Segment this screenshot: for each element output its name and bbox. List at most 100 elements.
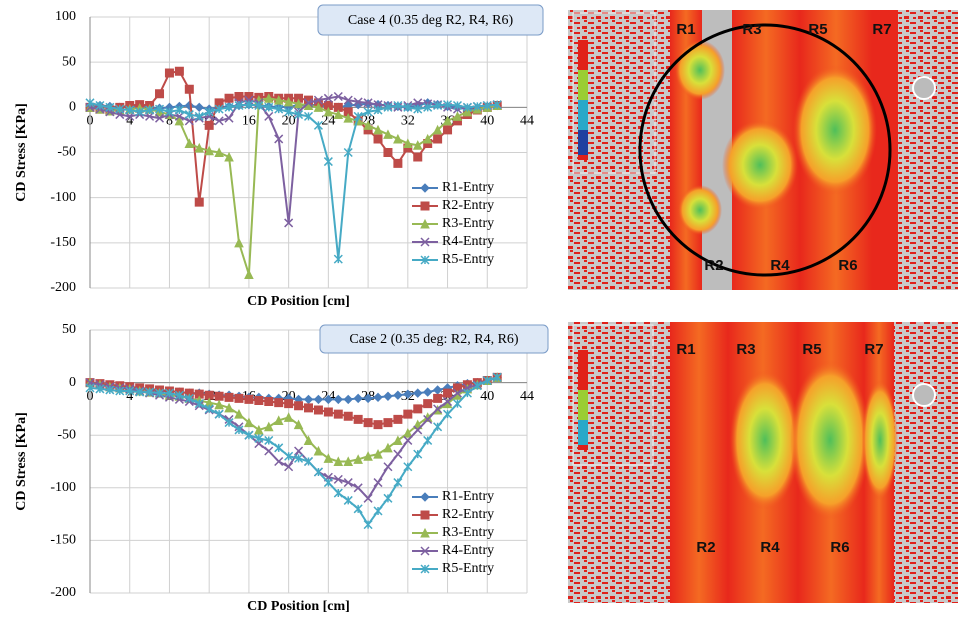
marker xyxy=(194,142,205,153)
marker xyxy=(373,420,383,430)
region-label: R1 xyxy=(676,341,695,358)
marker xyxy=(433,134,443,144)
marker xyxy=(214,116,224,126)
legend-label: R5-Entry xyxy=(442,252,494,267)
x-tick-label: 4 xyxy=(126,389,133,404)
marker xyxy=(373,124,383,135)
y-tick-label: 0 xyxy=(69,375,76,390)
marker xyxy=(420,201,430,211)
marker xyxy=(274,134,284,144)
marker xyxy=(482,100,492,111)
marker xyxy=(422,387,433,397)
marker xyxy=(244,269,254,279)
marker xyxy=(224,151,234,162)
marker xyxy=(420,564,430,574)
y-axis-label: CD Stress [KPa] xyxy=(14,412,29,511)
marker xyxy=(353,454,363,464)
y-tick-label: -200 xyxy=(50,280,76,295)
marker xyxy=(452,399,463,409)
marker xyxy=(284,218,294,228)
marker xyxy=(353,99,363,110)
marker xyxy=(274,456,284,467)
marker xyxy=(353,393,363,404)
marker xyxy=(363,451,373,461)
marker xyxy=(442,115,453,126)
marker xyxy=(234,393,244,403)
legend-label: R2-Entry xyxy=(442,507,494,522)
legend-label: R1-Entry xyxy=(442,180,494,195)
marker xyxy=(333,102,343,112)
marker xyxy=(313,394,324,405)
y-tick-label: 50 xyxy=(62,322,76,337)
marker xyxy=(472,101,482,111)
marker xyxy=(363,520,373,530)
marker xyxy=(333,456,344,466)
marker xyxy=(420,255,430,265)
marker xyxy=(174,115,185,126)
marker xyxy=(413,404,423,414)
marker xyxy=(412,140,423,150)
y-axis-label: CD Stress [KPa] xyxy=(14,103,29,202)
marker xyxy=(383,462,393,472)
series-line xyxy=(89,101,498,260)
marker xyxy=(373,105,383,115)
region-label: R2 xyxy=(696,539,715,556)
marker xyxy=(363,107,373,117)
marker xyxy=(373,449,383,459)
marker xyxy=(420,183,430,193)
y-tick-label: 50 xyxy=(62,54,76,69)
marker xyxy=(363,418,373,428)
legend-label: R4-Entry xyxy=(442,234,494,249)
marker xyxy=(492,372,502,382)
marker xyxy=(234,409,244,419)
marker xyxy=(413,425,423,435)
series-line xyxy=(89,95,498,224)
marker xyxy=(423,414,433,424)
marker xyxy=(403,138,413,148)
marker xyxy=(274,398,284,408)
y-tick-label: -100 xyxy=(50,190,76,205)
marker xyxy=(420,510,430,520)
marker xyxy=(482,375,492,386)
marker xyxy=(145,105,155,115)
marker xyxy=(393,100,403,111)
marker xyxy=(204,120,214,130)
marker xyxy=(214,391,224,401)
marker xyxy=(194,389,204,399)
marker xyxy=(353,97,363,107)
marker xyxy=(383,129,393,139)
marker xyxy=(303,98,314,108)
marker xyxy=(423,399,433,409)
marker xyxy=(284,107,294,117)
marker xyxy=(343,394,353,405)
region-label: R1 xyxy=(676,21,695,38)
marker xyxy=(433,404,443,414)
marker xyxy=(154,104,165,114)
marker xyxy=(204,390,214,400)
marker xyxy=(363,393,373,404)
marker xyxy=(343,456,354,466)
marker xyxy=(422,133,433,144)
marker xyxy=(373,392,383,403)
marker xyxy=(273,94,284,105)
marker xyxy=(234,425,244,435)
y-tick-label: 0 xyxy=(69,100,76,115)
marker xyxy=(343,411,353,421)
marker xyxy=(323,157,333,167)
marker xyxy=(105,102,115,112)
marker xyxy=(413,152,423,162)
x-tick-label: 44 xyxy=(520,389,534,404)
marker xyxy=(343,113,354,123)
marker xyxy=(174,390,184,400)
marker xyxy=(423,102,433,112)
marker xyxy=(383,493,393,503)
marker xyxy=(294,446,304,456)
legend-label: R5-Entry xyxy=(442,561,494,576)
marker xyxy=(323,93,333,103)
marker xyxy=(383,418,393,428)
marker xyxy=(224,102,234,112)
marker xyxy=(244,100,254,110)
marker xyxy=(443,397,453,407)
marker xyxy=(383,102,393,112)
marker xyxy=(452,111,463,121)
